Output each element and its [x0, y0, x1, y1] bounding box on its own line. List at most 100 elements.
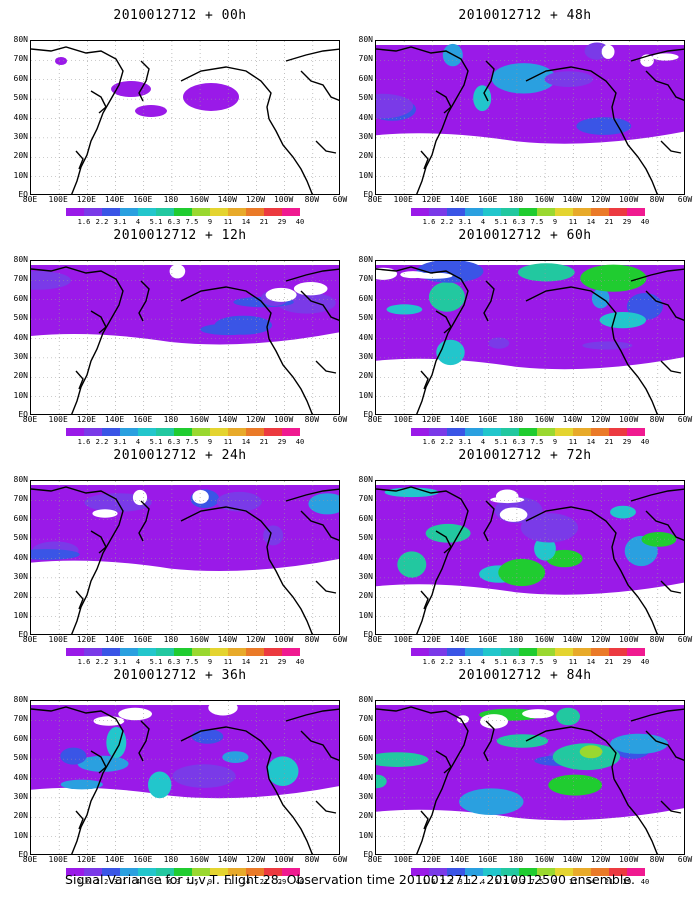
- colorbar-swatch: [174, 648, 192, 656]
- colorbar-tick-label: 6.3: [512, 218, 526, 226]
- latitude-label: 10N: [13, 830, 28, 840]
- latitude-label: 40N: [358, 332, 373, 342]
- longitude-label: 80W: [304, 415, 320, 424]
- longitude-label: 160W: [534, 195, 554, 204]
- colorbar-tick-label: 29: [277, 218, 287, 226]
- colorbar-swatch: [627, 868, 645, 876]
- colorbar-swatch: [555, 208, 573, 216]
- latitude-label: 70N: [13, 714, 28, 724]
- latitude-label: 30N: [358, 131, 373, 141]
- coastline: [645, 70, 684, 101]
- longitude-label: 80W: [649, 635, 665, 644]
- longitude-label: 120W: [590, 635, 611, 644]
- colorbar-swatch: [66, 208, 84, 216]
- coastline: [31, 706, 124, 854]
- colorbar-tick-label: 4: [480, 218, 486, 226]
- longitude-label: 140E: [104, 195, 125, 204]
- colorbar-swatch: [246, 208, 264, 216]
- latitude-label: 50N: [358, 753, 373, 763]
- colorbar-tick-label: 11: [568, 218, 578, 226]
- latitude-label: 40N: [13, 112, 28, 122]
- coastline: [300, 290, 339, 321]
- coastline: [285, 48, 339, 62]
- colorbar-tick-label: 40: [295, 878, 305, 886]
- colorbar-swatch: [429, 648, 447, 656]
- coastline: [645, 510, 684, 541]
- colorbar-swatch: [465, 208, 483, 216]
- map-plot-area: [375, 700, 685, 855]
- longitude-label: 100E: [393, 635, 413, 644]
- longitude-label: 180: [163, 855, 179, 864]
- coastline: [90, 750, 107, 774]
- variance-region: [183, 83, 239, 111]
- colorbar-swatch: [84, 428, 102, 436]
- colorbar-swatch: [627, 648, 645, 656]
- latitude-label: 70N: [13, 494, 28, 504]
- colorbar-swatch: [501, 208, 519, 216]
- colorbar-swatch: [501, 428, 519, 436]
- longitude-label: 80E: [367, 855, 383, 864]
- latitude-label: 80N: [13, 35, 28, 44]
- colorbar-tick-label: 40: [640, 878, 650, 886]
- latitude-label: 60N: [358, 513, 373, 523]
- coastline: [435, 90, 452, 114]
- coastline: [660, 140, 682, 154]
- longitude-label: 120E: [421, 195, 441, 204]
- colorbar-swatch: [192, 868, 210, 876]
- colorbar-tick-label: 2.2: [95, 658, 109, 666]
- colorbar-tick-label: 5.1: [494, 658, 508, 666]
- contour-map: [376, 701, 684, 854]
- variance-region: [376, 45, 684, 144]
- colorbar-tick-label: 4: [135, 878, 141, 886]
- longitude-label: 120W: [590, 195, 611, 204]
- colorbar-tick-label: 2.2: [95, 438, 109, 446]
- latitude-label: EQ: [363, 630, 373, 639]
- colorbar-tick-label: 21: [259, 218, 269, 226]
- longitude-label: 100W: [618, 855, 639, 864]
- colorbar-tick-label: 14: [241, 878, 251, 886]
- colorbar-swatch: [429, 208, 447, 216]
- colorbar: [411, 648, 645, 658]
- longitude-label: 120W: [590, 415, 611, 424]
- coastline: [483, 60, 495, 102]
- colorbar-tick-label: 6.3: [167, 218, 181, 226]
- colorbar-tick-label: 11: [223, 438, 233, 446]
- coastline: [435, 310, 452, 334]
- variance-region: [60, 747, 87, 765]
- colorbar-swatch: [156, 428, 174, 436]
- map-panel: 2010012712 + 72h 80N 70N 60N 50N 40N 30N 20N 10N…: [355, 448, 695, 666]
- colorbar: [66, 208, 300, 218]
- colorbar-swatch: [246, 428, 264, 436]
- latitude-label: 70N: [358, 714, 373, 724]
- longitude-label: 100W: [273, 195, 294, 204]
- longitude-label: 120E: [76, 635, 96, 644]
- colorbar-swatch: [627, 428, 645, 436]
- longitude-label: 120W: [245, 195, 266, 204]
- panel-title: 2010012712 + 12h: [113, 228, 247, 243]
- colorbar-swatch: [501, 868, 519, 876]
- longitude-label: 160E: [478, 635, 498, 644]
- colorbar-tick-label: 11: [223, 658, 233, 666]
- latitude-label: 30N: [13, 571, 28, 581]
- colorbar-tick-label: 6.3: [512, 878, 526, 886]
- colorbar: [411, 208, 645, 218]
- variance-region: [222, 751, 249, 763]
- colorbar-swatch: [537, 428, 555, 436]
- longitude-label: 140W: [562, 855, 582, 864]
- colorbar-tick-label: 2.2: [440, 218, 454, 226]
- coastline: [180, 66, 272, 120]
- colorbar: [411, 428, 645, 438]
- colorbar-swatch: [465, 868, 483, 876]
- latitude-label: 40N: [13, 332, 28, 342]
- colorbar-tick-label: 1.6: [422, 438, 436, 446]
- latitude-label: 30N: [13, 791, 28, 801]
- longitude-label: 140E: [104, 635, 125, 644]
- colorbar-swatch: [102, 428, 120, 436]
- latitude-label: 50N: [358, 533, 373, 543]
- latitude-label: 10N: [358, 830, 373, 840]
- coastline: [268, 558, 313, 634]
- variance-region: [556, 707, 580, 726]
- longitude-label: 140E: [449, 635, 470, 644]
- colorbar-tick-label: 11: [568, 878, 578, 886]
- longitude-label: 180: [508, 195, 524, 204]
